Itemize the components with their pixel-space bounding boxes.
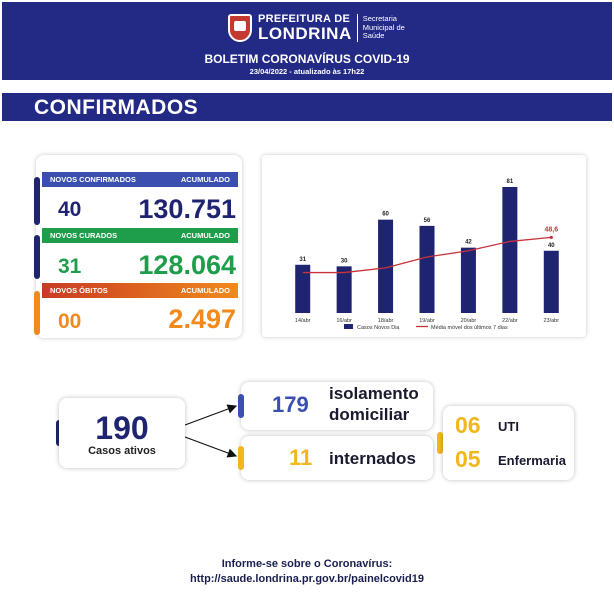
chart-bar xyxy=(502,187,518,313)
chart-card: 48,6 31 14/abr 30 16/abr 60 18/abr 56 19/abr 42 2… xyxy=(262,155,586,337)
daily-cases-chart: 48,6 31 14/abr 30 16/abr 60 18/abr 56 19/abr 42 2… xyxy=(295,179,559,331)
confirmados-label: NOVOS CONFIRMADOS xyxy=(50,175,136,184)
isolamento-number: 179 xyxy=(272,392,309,417)
internados-number: 11 xyxy=(289,445,313,470)
breakdown-accent xyxy=(437,432,443,454)
bar-value-label: 40 xyxy=(548,243,555,249)
isolamento-line1: isolamento xyxy=(329,384,419,403)
secretaria-line2: Municipal de xyxy=(362,22,405,32)
x-tick-label: 14/abr xyxy=(295,318,311,324)
bar-value-label: 30 xyxy=(341,258,348,264)
bar-value-label: 60 xyxy=(382,212,389,218)
x-tick-label: 19/abr xyxy=(419,318,435,324)
header-banner: PREFEITURA DE LONDRINA Secretaria Munici… xyxy=(2,2,612,80)
curados-label-bar: NOVOS CURADOS ACUMULADO xyxy=(42,228,238,243)
logo-line2: LONDRINA xyxy=(258,24,352,43)
bulletin-date: 23/04/2022 - atualizado às 17h22 xyxy=(249,67,365,76)
active-cases-number: 190 xyxy=(95,410,149,446)
legend-bar-label: Casos Novos Dia xyxy=(357,325,400,331)
footer-link[interactable]: http://saude.londrina.pr.gov.br/painelco… xyxy=(190,573,424,585)
chart-bar xyxy=(295,264,311,313)
secretaria-line3: Saúde xyxy=(362,31,385,41)
chart-bar xyxy=(543,250,559,313)
x-tick-label: 16/abr xyxy=(336,318,352,324)
isolamento-card xyxy=(241,382,433,430)
obitos-label-bar: NOVOS ÓBITOS ACUMULADO xyxy=(42,283,238,298)
curados-total: 128.064 xyxy=(138,250,236,280)
curados-new: 31 xyxy=(58,255,82,278)
footer-line1: Informe-se sobre o Coronavírus: xyxy=(221,558,393,570)
city-crest-icon xyxy=(228,14,252,42)
bar-value-label: 81 xyxy=(507,179,514,185)
obitos-accent xyxy=(34,291,40,335)
obitos-new: 00 xyxy=(58,310,82,333)
confirmados-acc-label: ACUMULADO xyxy=(180,175,230,184)
bar-value-label: 31 xyxy=(299,257,306,263)
chart-bar xyxy=(336,266,352,313)
section-bar: CONFIRMADOS xyxy=(2,93,612,121)
curados-label: NOVOS CURADOS xyxy=(50,231,118,240)
chart-bar xyxy=(419,225,435,313)
curados-acc-label: ACUMULADO xyxy=(180,231,230,240)
isolamento-line2: domiciliar xyxy=(329,405,410,424)
bulletin-title: BOLETIM CORONAVÍRUS COVID-19 xyxy=(204,52,410,66)
confirmados-new: 40 xyxy=(58,198,82,221)
internados-accent xyxy=(238,446,244,470)
x-tick-label: 22/abr xyxy=(502,318,518,324)
logo-separator xyxy=(356,14,358,42)
bar-value-label: 42 xyxy=(465,240,472,246)
active-cases-label: Casos ativos xyxy=(88,445,156,457)
secretaria-line1: Secretaria xyxy=(362,14,397,24)
enfermaria-number: 05 xyxy=(455,446,481,472)
internados-label: internados xyxy=(329,449,416,468)
chart-bar xyxy=(460,247,476,313)
obitos-label: NOVOS ÓBITOS xyxy=(50,286,108,295)
confirmados-label-bar: NOVOS CONFIRMADOS ACUMULADO xyxy=(42,172,238,187)
moving-average-value-label: 48,6 xyxy=(544,226,558,233)
internados-card xyxy=(241,436,433,480)
breakdown-card xyxy=(443,406,574,480)
moving-average-line xyxy=(302,236,552,274)
uti-number: 06 xyxy=(455,412,481,438)
isolamento-accent xyxy=(238,394,244,418)
confirmados-accent xyxy=(34,177,40,225)
section-title: CONFIRMADOS xyxy=(34,96,199,119)
x-tick-label: 20/abr xyxy=(461,318,477,324)
x-tick-label: 18/abr xyxy=(378,318,394,324)
prefeitura-logo: PREFEITURA DE LONDRINA Secretaria Munici… xyxy=(228,12,405,44)
uti-label: UTI xyxy=(498,419,519,434)
active-cases-card: 190 Casos ativos xyxy=(59,398,185,468)
curados-accent xyxy=(34,235,40,279)
legend-bar-swatch xyxy=(344,324,353,329)
stats-card: NOVOS CONFIRMADOS ACUMULADO 40 130.751 N… xyxy=(34,155,242,338)
confirmados-total: 130.751 xyxy=(138,194,236,224)
obitos-total: 2.497 xyxy=(168,304,236,334)
chart-bar xyxy=(378,219,394,313)
x-tick-label: 23/abr xyxy=(543,318,559,324)
moving-average-last-point xyxy=(549,235,553,239)
legend-line-label: Média móvel dos últimos 7 dias xyxy=(431,325,508,331)
bar-value-label: 56 xyxy=(424,218,431,224)
obitos-acc-label: ACUMULADO xyxy=(180,286,230,295)
logo-line1: PREFEITURA DE xyxy=(258,13,351,25)
arrow-to-internados xyxy=(184,436,238,458)
arrow-to-isolamento xyxy=(184,404,238,426)
enfermaria-label: Enfermaria xyxy=(498,453,566,468)
